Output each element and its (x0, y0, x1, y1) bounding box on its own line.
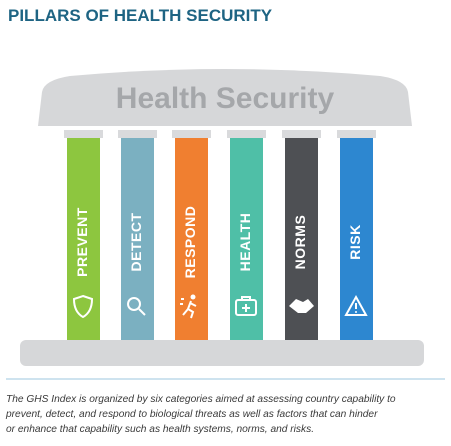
pillar-capital (172, 130, 211, 138)
pillar (175, 138, 208, 341)
pillar-capital (282, 130, 321, 138)
runner-icon (180, 294, 197, 319)
title: PILLARS OF HEALTH SECURITY (8, 6, 273, 25)
magnifier-handle (138, 308, 146, 316)
base (20, 340, 424, 366)
warning-icon (344, 294, 368, 316)
pillar-capital (118, 130, 157, 138)
pillars: PREVENT DETECT RESPOND HEALTH NORMS RISK (64, 130, 376, 341)
pillar-capital (64, 130, 103, 138)
caption-line: The GHS Index is organized by six catego… (6, 394, 396, 405)
pillar-label: RISK (347, 224, 363, 259)
shield-icon (72, 294, 94, 319)
pillar-label: NORMS (292, 215, 308, 270)
pillar-label: DETECT (128, 213, 144, 272)
roof (38, 69, 412, 126)
pillar-label: HEALTH (237, 213, 253, 272)
icons (72, 294, 368, 319)
pillar (121, 138, 154, 341)
caption-line: or enhance that capability such as healt… (6, 424, 314, 435)
medkit-icon (235, 296, 257, 316)
handshake-icon (289, 299, 314, 313)
caption-line: prevent, detect, and respond to biologic… (5, 409, 378, 420)
pillar-label: PREVENT (74, 207, 90, 277)
pillar-capital (227, 130, 266, 138)
pillar-label: RESPOND (182, 206, 198, 279)
pillar (67, 138, 100, 341)
pillar-capital (337, 130, 376, 138)
magnifier-icon (127, 297, 141, 311)
caption: The GHS Index is organized by six catego… (5, 394, 396, 435)
roof-label: Health Security (116, 82, 335, 115)
